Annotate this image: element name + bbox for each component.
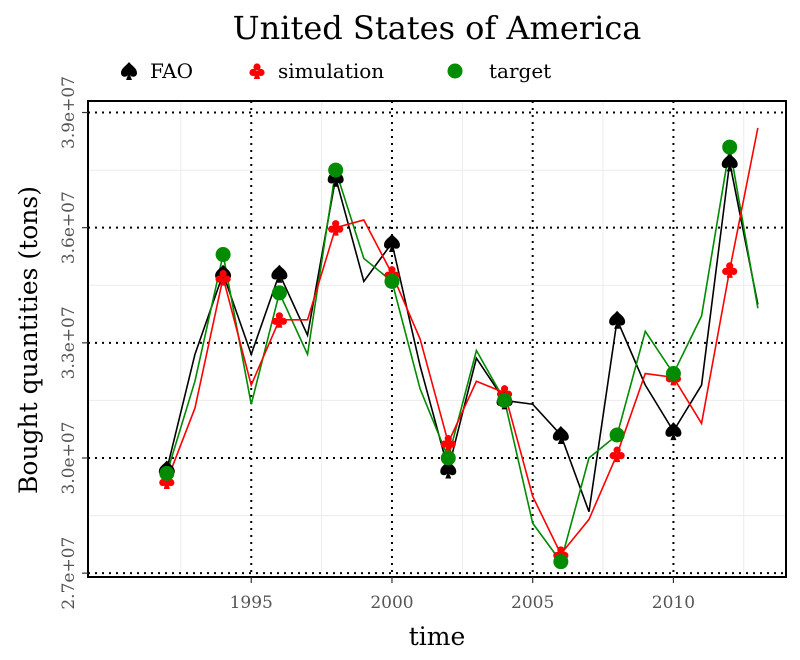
data-point-target <box>497 392 513 408</box>
axes-layer: 1995 2000 2005 2010 2.7e+07 3.0e+07 3.3e+07 3.6… <box>59 76 695 613</box>
legend-item-simulation: simulation <box>249 59 384 83</box>
legend-item-target: target <box>447 59 551 83</box>
chart-title: United States of America <box>233 9 642 47</box>
data-point-simulation <box>215 269 231 286</box>
x-tick-label: 2010 <box>652 593 695 613</box>
series-line-simulation <box>166 127 759 556</box>
y-tick-label: 3.6e+07 <box>59 191 79 264</box>
data-point-target <box>722 139 738 155</box>
legend-marker-FAO <box>121 62 137 80</box>
data-point-target <box>215 247 231 263</box>
grid-layer <box>88 101 786 577</box>
series-lines-layer <box>166 127 759 564</box>
series-markers-layer <box>158 139 738 570</box>
data-point-simulation <box>271 312 287 328</box>
data-point-FAO <box>271 264 288 283</box>
data-point-target <box>553 554 569 570</box>
data-point-FAO <box>440 460 457 479</box>
data-point-simulation <box>328 220 344 236</box>
y-tick-label: 2.7e+07 <box>59 537 79 610</box>
legend-label: FAO <box>150 59 193 83</box>
y-axis-title: Bought quantities (tons) <box>14 186 43 494</box>
data-point-FAO <box>383 234 400 253</box>
plot-frame <box>87 100 787 578</box>
data-point-FAO <box>665 422 682 441</box>
series-line-target <box>166 146 759 564</box>
data-point-simulation <box>609 446 625 463</box>
data-point-FAO <box>721 153 738 172</box>
y-tick-label: 3.9e+07 <box>59 76 79 149</box>
legend-marker-target <box>447 63 463 79</box>
x-tick-label: 2000 <box>370 593 413 613</box>
legend: FAO simulation target <box>121 59 551 83</box>
data-point-target <box>328 162 344 178</box>
y-tick-label: 3.3e+07 <box>59 306 79 379</box>
data-point-target <box>271 285 287 301</box>
data-point-simulation <box>440 435 456 451</box>
data-point-target <box>609 427 625 443</box>
data-point-simulation <box>722 262 738 278</box>
legend-marker-simulation <box>249 63 265 79</box>
x-tick-label: 2005 <box>511 593 554 613</box>
legend-item-FAO: FAO <box>121 59 193 83</box>
y-tick-label: 3.0e+07 <box>59 422 79 495</box>
data-point-FAO <box>552 425 569 444</box>
data-point-target <box>440 450 456 466</box>
legend-label: simulation <box>278 59 384 83</box>
data-point-target <box>159 465 175 481</box>
legend-label: target <box>489 59 551 83</box>
data-point-FAO <box>609 310 626 329</box>
data-point-target <box>665 366 681 382</box>
x-tick-label: 1995 <box>230 593 273 613</box>
x-axis-title: time <box>409 622 466 651</box>
data-point-target <box>384 273 400 289</box>
